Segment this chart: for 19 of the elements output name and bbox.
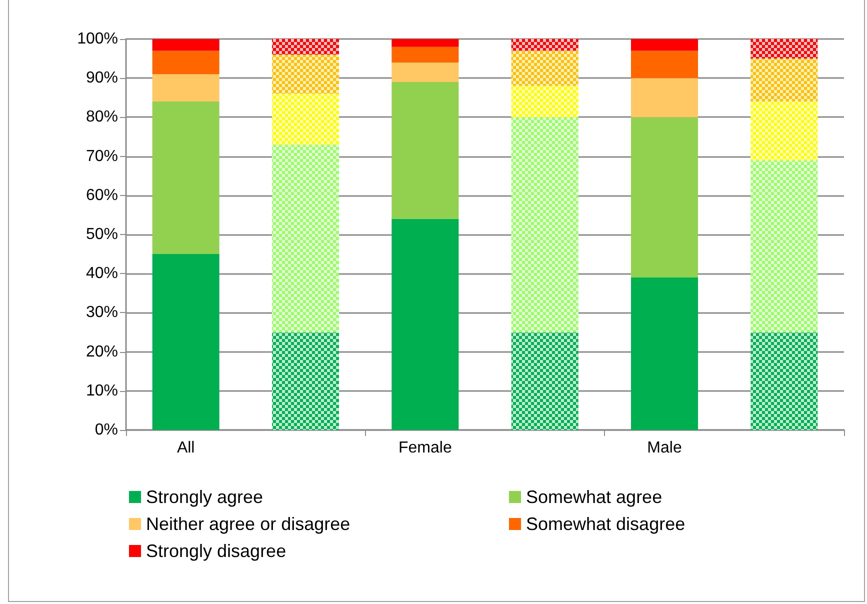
x-tick-label: Female <box>398 440 452 456</box>
y-tick-label: 10% <box>86 382 118 400</box>
y-tick-label: 20% <box>86 343 118 360</box>
y-tick-label: 40% <box>86 265 118 282</box>
y-tick-label: 90% <box>86 70 118 87</box>
legend-label: Strongly agree <box>146 487 264 507</box>
x-tick-label: Male <box>647 440 682 456</box>
y-tick-label: 60% <box>86 186 118 204</box>
legend-label: Strongly disagree <box>146 541 286 561</box>
y-tick-label: 70% <box>86 148 118 165</box>
y-tick-label: 100% <box>77 30 118 48</box>
legend-label: Neither agree or disagree <box>146 514 350 534</box>
legend-label: Somewhat disagree <box>526 514 686 534</box>
y-tick-label: 0% <box>94 422 118 438</box>
y-tick-label: 50% <box>86 226 118 243</box>
y-tick-label: 30% <box>86 304 118 322</box>
y-tick-label: 80% <box>86 108 118 126</box>
legend-label: Somewhat agree <box>526 487 662 507</box>
x-tick-label: All <box>176 440 195 456</box>
